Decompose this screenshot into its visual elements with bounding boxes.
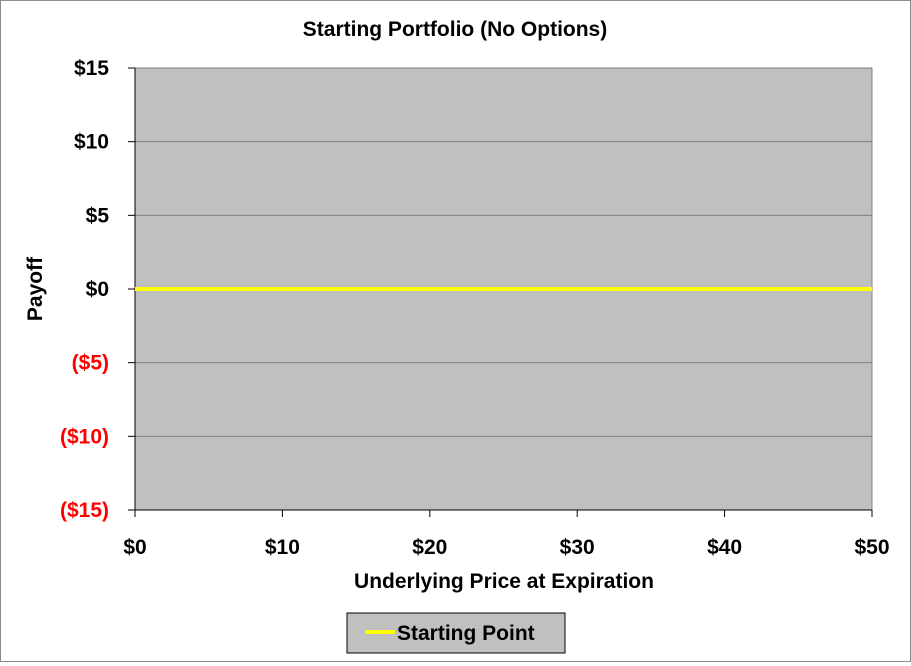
y-tick-label: $15	[74, 57, 109, 80]
y-tick-labels: $15 $10 $5 $0 ($5) ($10) ($15)	[60, 57, 109, 522]
y-tick-label: ($15)	[60, 499, 109, 522]
x-tick-label: $20	[412, 536, 447, 559]
y-tick-label: ($10)	[60, 425, 109, 448]
x-tick-label: $30	[560, 536, 595, 559]
chart-title: Starting Portfolio (No Options)	[303, 18, 607, 41]
x-axis-title: Underlying Price at Expiration	[354, 570, 654, 593]
y-tick-label: ($5)	[72, 352, 109, 375]
y-axis-title: Payoff	[24, 256, 47, 321]
x-axis	[134, 509, 873, 517]
x-tick-label: $50	[854, 536, 889, 559]
y-tick-label: $5	[86, 204, 110, 227]
x-tick-labels: $0 $10 $20 $30 $40 $50	[123, 536, 889, 559]
x-tick-label: $40	[707, 536, 742, 559]
y-tick-label: $10	[74, 131, 109, 154]
legend: Starting Point	[346, 612, 566, 654]
legend-label-starting-point: Starting Point	[397, 622, 535, 645]
y-tick-label: $0	[86, 278, 109, 301]
x-tick-label: $10	[265, 536, 300, 559]
y-axis	[128, 67, 136, 511]
x-tick-label: $0	[123, 536, 146, 559]
